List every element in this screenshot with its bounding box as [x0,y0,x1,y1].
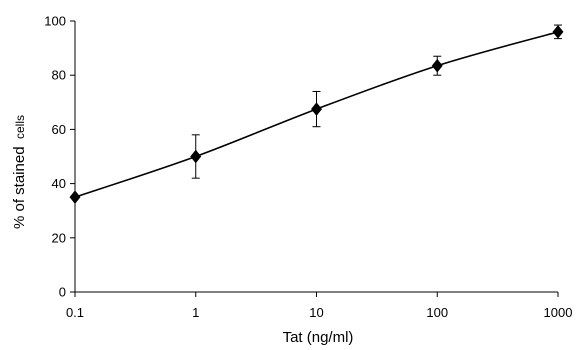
x-tick-label: 100 [426,305,448,320]
y-tick-label: 20 [52,230,66,245]
y-ticks: 0 20 40 60 80 100 [44,14,75,300]
data-point-marker [431,58,443,73]
y-tick-label: 60 [52,122,66,137]
data-point-marker [310,102,323,116]
y-tick-label: 80 [52,68,66,83]
axes [74,21,558,293]
y-tick-label: 40 [52,176,66,191]
y-tick-label: 100 [44,14,66,29]
x-ticks: 0.1 1 10 100 1000 [66,292,573,320]
y-axis-title: % of stained cells [11,115,28,229]
series-layer [69,24,564,205]
data-point-marker [190,149,202,164]
x-tick-label: 0.1 [66,305,84,320]
y-axis-title-main: % of stained [11,146,28,229]
x-tick-label: 10 [309,305,323,320]
data-point-marker [552,24,564,39]
data-point-marker [69,190,81,205]
y-axis-title-small: cells [13,115,27,139]
y-tick-label: 0 [59,285,66,300]
x-axis-title: Tat (ng/ml) [283,329,354,346]
x-tick-label: 1 [192,305,199,320]
x-tick-label: 1000 [544,305,573,320]
